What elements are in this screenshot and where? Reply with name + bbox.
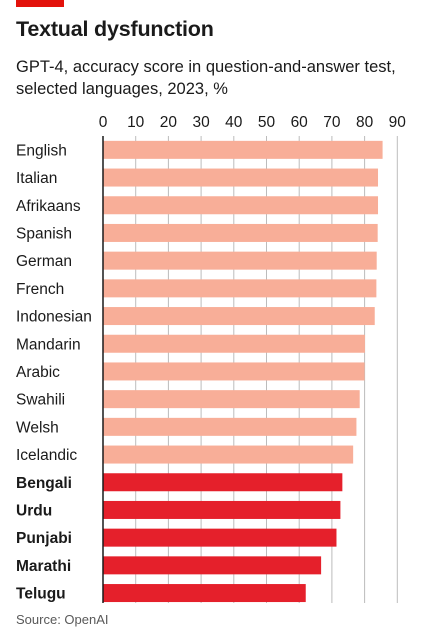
category-label: Mandarin: [16, 336, 81, 353]
category-label: Arabic: [16, 364, 60, 381]
category-label: Afrikaans: [16, 198, 81, 215]
category-label: Welsh: [16, 419, 59, 436]
category-label: French: [16, 281, 64, 298]
brand-tag: [16, 0, 64, 7]
x-tick-label: 60: [291, 114, 309, 131]
bar-urdu: [103, 500, 341, 519]
x-tick-label: 20: [160, 114, 178, 131]
x-axis-ticks: 0 10 20 30 40 50 60 70 80 90: [99, 114, 407, 131]
category-label: German: [16, 253, 72, 270]
bar-indonesian: [103, 307, 375, 326]
category-label: Punjabi: [16, 530, 72, 547]
bar-spanish: [103, 223, 378, 242]
x-tick-label: 50: [258, 114, 276, 131]
bar-telugu: [103, 584, 306, 603]
category-label: Swahili: [16, 392, 65, 409]
bar-punjabi: [103, 528, 337, 547]
bar-english: [103, 140, 383, 159]
chart-subtitle: GPT-4, accuracy score in question-and-an…: [16, 58, 396, 98]
bar-german: [103, 251, 377, 270]
category-label: English: [16, 142, 67, 159]
category-label: Urdu: [16, 502, 52, 519]
bar-welsh: [103, 417, 357, 436]
category-label: Italian: [16, 170, 57, 187]
bars: [103, 140, 383, 603]
chart-title: Textual dysfunction: [16, 17, 214, 41]
source-note: Source: OpenAI: [16, 612, 109, 627]
category-label: Marathi: [16, 558, 71, 575]
bar-afrikaans: [103, 196, 379, 215]
bar-italian: [103, 168, 379, 187]
category-label: Spanish: [16, 225, 72, 242]
bar-mandarin: [103, 334, 365, 353]
x-tick-label: 80: [356, 114, 374, 131]
category-label: Indonesian: [16, 309, 92, 326]
category-label: Bengali: [16, 475, 72, 492]
x-tick-label: 70: [323, 114, 341, 131]
bar-bengali: [103, 473, 343, 492]
category-label: Icelandic: [16, 447, 77, 464]
x-tick-label: 10: [127, 114, 145, 131]
bar-marathi: [103, 556, 322, 575]
x-tick-label: 90: [389, 114, 407, 131]
x-tick-label: 40: [225, 114, 243, 131]
bar-arabic: [103, 362, 365, 381]
bar-swahili: [103, 390, 360, 409]
bar-icelandic: [103, 445, 354, 464]
x-tick-label: 0: [99, 114, 108, 131]
category-labels: English Italian Afrikaans Spanish German Fren…: [16, 142, 92, 602]
bar-french: [103, 279, 377, 298]
x-tick-label: 30: [192, 114, 210, 131]
category-label: Telugu: [16, 586, 66, 603]
